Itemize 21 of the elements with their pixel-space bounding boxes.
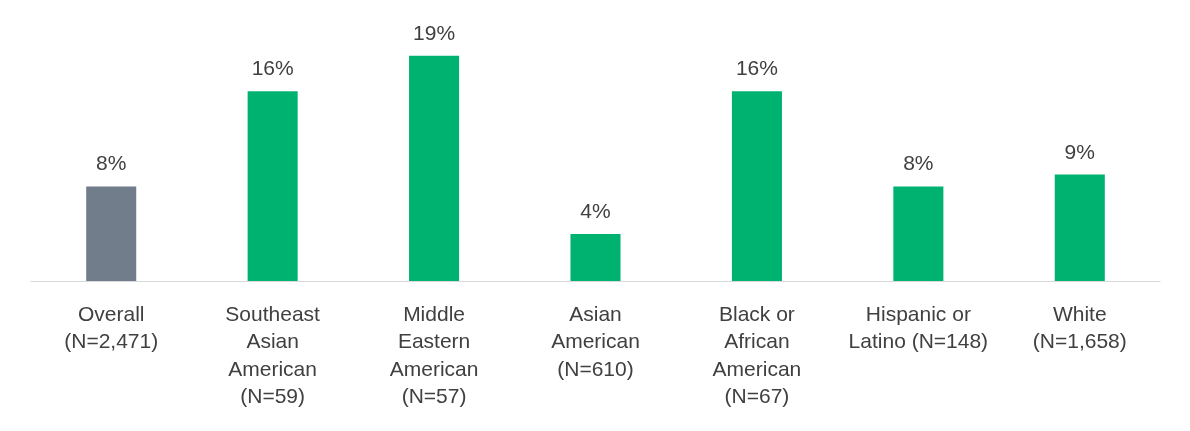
x-tick-label: Hispanic or Latino (N=148): [848, 301, 989, 353]
data-label: 8%: [903, 151, 934, 175]
x-tick-label: Overall (N=2,471): [64, 301, 159, 353]
bar: [409, 55, 460, 282]
data-label: 4%: [580, 198, 611, 222]
bar: [1054, 174, 1105, 282]
data-label: 16%: [735, 56, 778, 80]
x-tick-label: White (N=1,658): [1032, 301, 1127, 353]
x-tick-label: Black or African American (N=67): [712, 301, 802, 408]
x-tick-label: Southeast Asian American (N=59): [225, 301, 321, 408]
bar: [86, 186, 137, 282]
bar: [893, 186, 944, 282]
data-label: 8%: [96, 151, 127, 175]
data-label: 19%: [413, 20, 456, 44]
bar: [570, 233, 621, 282]
x-tick-label: Middle Eastern American (N=57): [389, 301, 479, 408]
data-label: 16%: [251, 56, 294, 80]
bar: [247, 91, 298, 282]
x-tick-label: Asian American (N=610): [551, 301, 640, 380]
data-label: 9%: [1064, 139, 1095, 163]
bar: [731, 91, 782, 282]
